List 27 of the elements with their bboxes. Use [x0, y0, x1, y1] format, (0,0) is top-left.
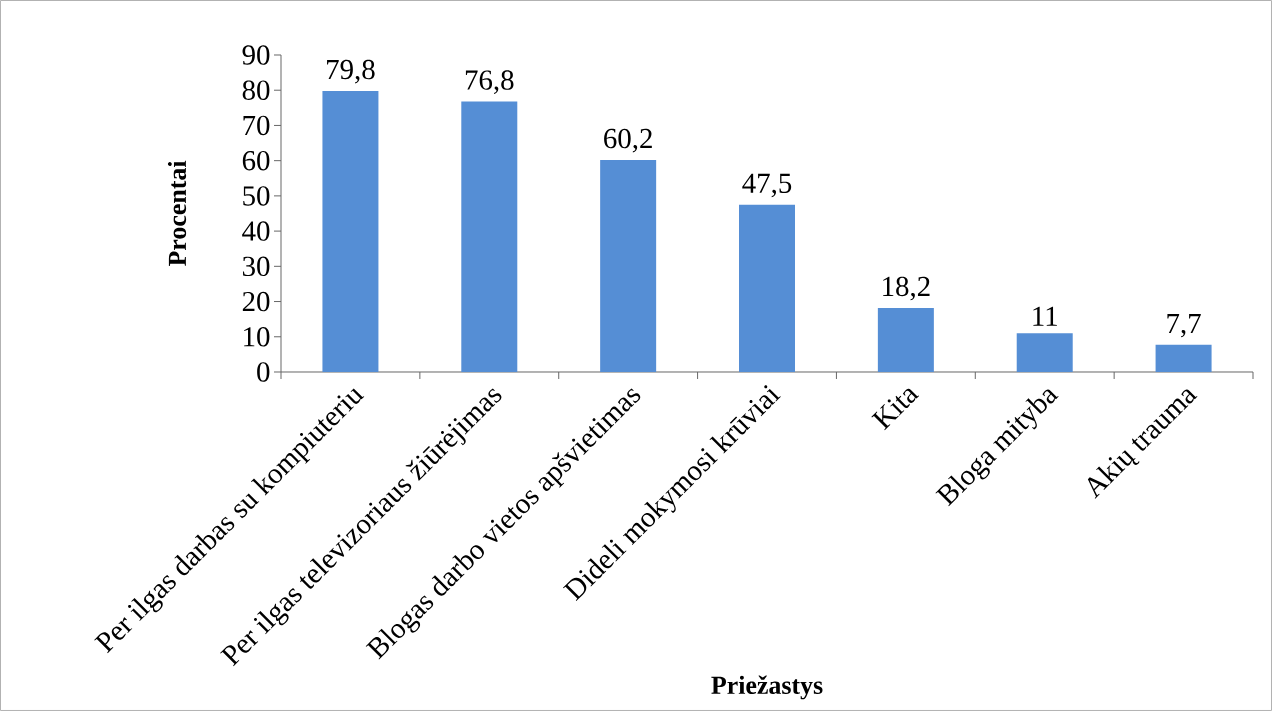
y-tick-label: 60 — [242, 150, 270, 171]
y-axis-title: Procentai — [167, 160, 187, 267]
y-tick-label: 10 — [244, 327, 270, 347]
data-label: 60,2 — [604, 128, 652, 153]
x-axis-title: Priežastys — [711, 675, 823, 700]
y-tick-label: 90 — [242, 45, 270, 65]
data-label: 79,8 — [327, 59, 375, 84]
bar — [877, 307, 934, 372]
y-tick-label: 40 — [242, 221, 270, 241]
data-label: 11 — [1033, 306, 1057, 326]
bar — [1016, 333, 1073, 372]
bar — [461, 101, 518, 372]
bar — [322, 90, 379, 372]
x-tick-label: Kita — [871, 388, 920, 431]
bar — [739, 204, 796, 372]
y-tick-label: 50 — [243, 186, 270, 206]
data-label: 76,8 — [465, 70, 514, 94]
data-label: 18,2 — [883, 276, 930, 301]
data-label: 47,5 — [742, 173, 792, 198]
bar — [1155, 344, 1212, 372]
y-tick-label: 0 — [257, 362, 270, 382]
y-tick-label: 70 — [243, 115, 270, 136]
y-tick-label: 30 — [242, 256, 270, 277]
data-label: 7,7 — [1167, 313, 1201, 338]
y-tick-label: 20 — [242, 291, 270, 312]
y-tick-label: 80 — [242, 80, 270, 100]
bar — [600, 159, 657, 372]
